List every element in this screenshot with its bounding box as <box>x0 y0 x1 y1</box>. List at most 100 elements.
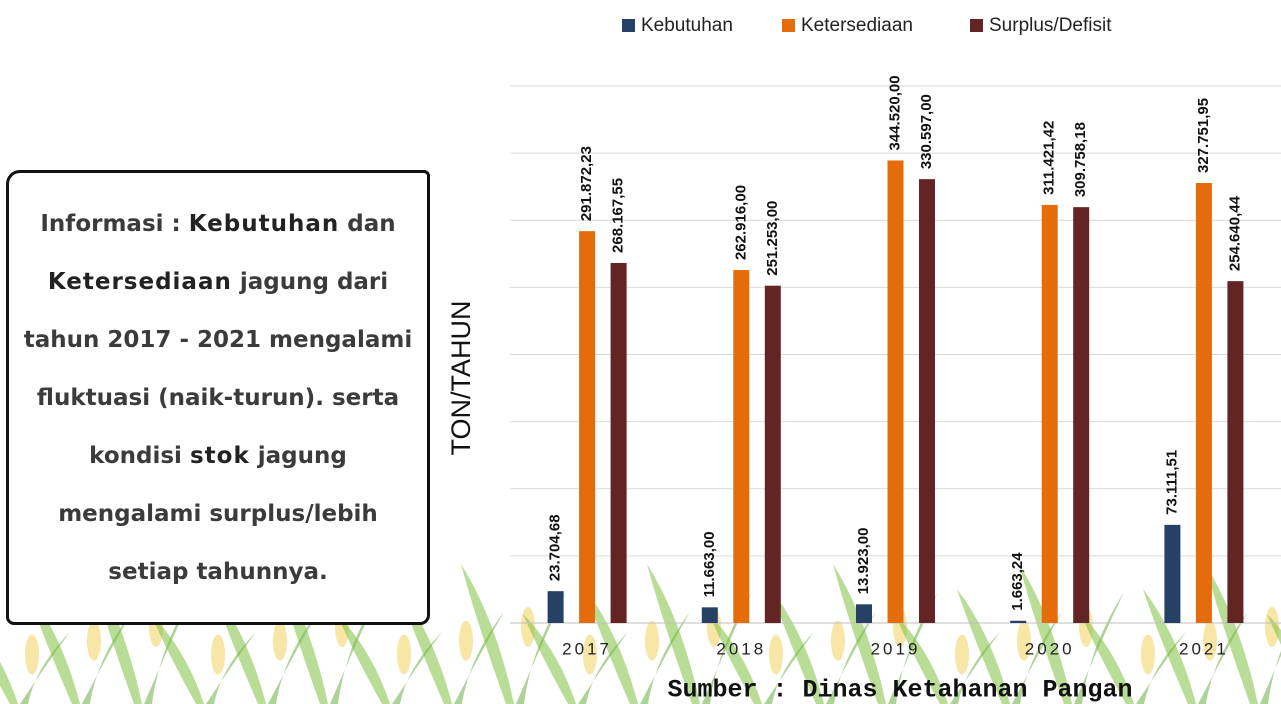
x-tick-label: 2018 <box>716 639 766 658</box>
y-axis-label: TON/TAHUN <box>446 301 476 456</box>
corn-leaf <box>144 592 194 704</box>
corn-leaf <box>888 592 938 704</box>
corn-cob <box>459 620 473 661</box>
corn-leaf <box>647 564 700 704</box>
corn-leaf <box>1267 614 1281 645</box>
info-box: Informasi : Kebutuhan dan Ketersediaan j… <box>6 170 430 625</box>
corn-leaf <box>1143 589 1196 704</box>
corn-leaf <box>268 612 318 704</box>
value-label: 330.597,00 <box>918 94 935 169</box>
value-label: 309.758,18 <box>1072 122 1089 197</box>
legend-swatch <box>622 19 635 32</box>
x-tick-label: 2021 <box>1179 639 1229 658</box>
bar <box>856 604 872 623</box>
bar <box>1195 182 1212 623</box>
corn-leaf <box>461 564 514 704</box>
bar <box>610 262 627 623</box>
bar <box>1010 620 1027 623</box>
corn-leaf <box>206 632 256 704</box>
plot: 2017 23.704,68 291.872,23 268.167,55 2018 11.… <box>510 75 1281 658</box>
corn-leaf <box>1081 614 1134 704</box>
info-text-part: jagung mengalami surplus/lebih setiap ta… <box>58 442 378 585</box>
corn-leaf <box>764 632 814 704</box>
bar <box>919 179 935 623</box>
legend-swatch <box>970 19 983 32</box>
value-label: 254.640,44 <box>1226 195 1243 271</box>
corn-leaf <box>337 614 390 704</box>
value-label: 344.520,00 <box>886 75 903 150</box>
bar <box>1073 207 1090 623</box>
info-emphasis: stok <box>189 442 250 469</box>
value-label: 1.663,24 <box>1009 552 1026 611</box>
corn-cob <box>211 634 225 675</box>
value-label: 11.663,00 <box>701 531 718 597</box>
bar <box>764 285 781 623</box>
corn-leaf <box>82 612 132 704</box>
bar <box>1227 281 1244 623</box>
corn-leaf <box>454 612 504 704</box>
corn-leaf <box>1136 632 1186 704</box>
corn-cob <box>831 620 845 661</box>
corn-leaf <box>833 564 886 704</box>
value-label: 13.923,00 <box>855 528 872 595</box>
legend-swatch <box>782 19 795 32</box>
info-text: Informasi : Kebutuhan dan Ketersediaan j… <box>17 195 419 601</box>
corn-cob <box>1017 620 1031 661</box>
corn-leaf <box>771 589 824 704</box>
corn-leaf <box>578 632 628 704</box>
corn-leaf <box>330 592 380 704</box>
corn-leaf <box>20 632 70 704</box>
bar <box>579 231 596 623</box>
bar <box>1041 204 1058 623</box>
corn-cob <box>397 634 411 675</box>
corn-leaf <box>1019 564 1072 704</box>
corn-leaf <box>709 614 762 704</box>
value-label: 73.111,51 <box>1163 450 1180 515</box>
source: Sumber : Dinas Ketahanan Pangan <box>667 676 1132 704</box>
bar <box>887 160 904 623</box>
corn-leaf <box>702 592 752 704</box>
corn-leaf <box>957 589 1010 704</box>
value-label: 311.421,42 <box>1041 121 1058 195</box>
value-label: 327.751,95 <box>1195 98 1212 173</box>
corn-leaf <box>826 612 876 704</box>
corn-leaf <box>523 614 576 704</box>
x-tick-label: 2017 <box>562 639 612 658</box>
corn-leaf <box>0 662 18 704</box>
corn-cob <box>769 634 783 675</box>
corn-leaf <box>585 589 638 704</box>
bar <box>1164 524 1181 623</box>
value-label: 251.253,00 <box>764 201 781 276</box>
corn-cob <box>1141 634 1155 675</box>
corn-cob <box>1203 620 1217 661</box>
corn-leaf <box>950 632 1000 704</box>
corn-cob <box>583 634 597 675</box>
corn-cob <box>87 620 101 661</box>
corn-leaf <box>1198 612 1248 704</box>
corn-leaf <box>1012 612 1062 704</box>
corn-leaf <box>392 632 442 704</box>
bar <box>701 607 718 623</box>
corn-leaf <box>151 614 204 704</box>
x-tick-label: 2019 <box>871 639 921 658</box>
corn-leaf <box>1074 592 1124 704</box>
bar <box>547 591 564 623</box>
corn-leaf <box>516 592 566 704</box>
legend-label: Kebutuhan <box>641 15 733 36</box>
corn-cob <box>645 620 659 661</box>
legend-label: Surplus/Defisit <box>989 15 1112 36</box>
value-label: 262.916,00 <box>732 185 749 260</box>
corn-cob <box>273 620 287 661</box>
corn-leaf <box>640 612 690 704</box>
legend-label: Ketersediaan <box>801 15 913 36</box>
corn-leaf <box>895 614 948 704</box>
corn-cob <box>955 634 969 675</box>
info-emphasis: Kebutuhan <box>188 210 340 237</box>
info-text-part: jagung dari tahun 2017 - 2021 mengalami … <box>23 268 413 469</box>
value-label: 23.704,68 <box>547 514 564 581</box>
info-emphasis: Ketersediaan <box>47 268 232 295</box>
value-label: 291.872,23 <box>578 146 595 221</box>
x-tick-label: 2020 <box>1025 639 1075 658</box>
